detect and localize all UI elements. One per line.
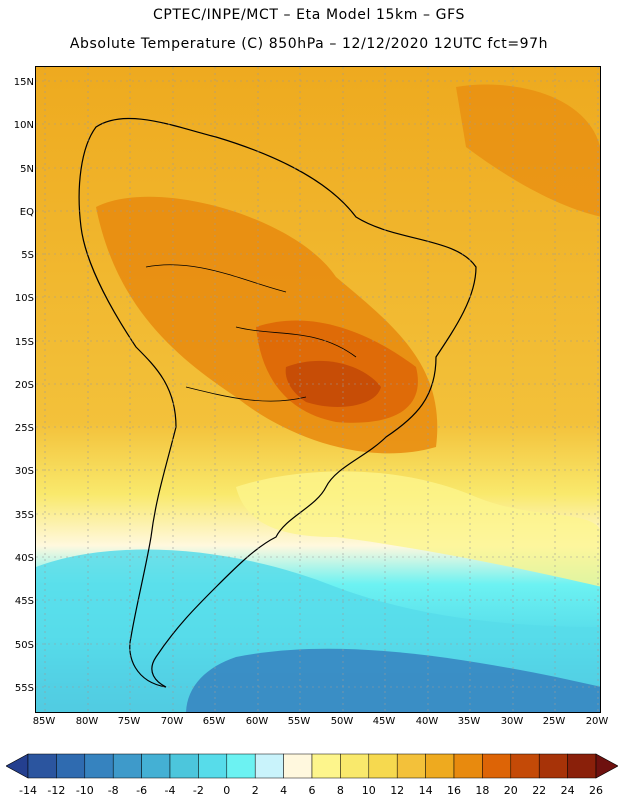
lon-label: 40W bbox=[415, 716, 439, 727]
colorbar-swatch bbox=[396, 753, 426, 779]
colorbar-label: 18 bbox=[475, 784, 490, 797]
colorbar-swatch bbox=[254, 753, 284, 779]
lon-label: 60W bbox=[245, 716, 269, 727]
colorbar-swatch bbox=[340, 753, 370, 779]
colorbar-label: -10 bbox=[75, 784, 94, 797]
colorbar-swatch bbox=[226, 753, 256, 779]
colorbar-label: 0 bbox=[223, 784, 231, 797]
colorbar-swatch bbox=[482, 753, 512, 779]
colorbar-label: 4 bbox=[280, 784, 288, 797]
colorbar-label: -6 bbox=[136, 784, 148, 797]
map-canvas bbox=[36, 67, 600, 712]
lon-label: 65W bbox=[202, 716, 226, 727]
lon-label: 20W bbox=[585, 716, 609, 727]
lat-label: 40S bbox=[14, 553, 34, 564]
lat-label: 55S bbox=[14, 683, 34, 694]
colorbar-swatch bbox=[538, 753, 568, 779]
lon-label: 35W bbox=[457, 716, 481, 727]
lon-label: 85W bbox=[32, 716, 56, 727]
colorbar-swatch bbox=[510, 753, 540, 779]
colorbar-label: 28 bbox=[612, 784, 618, 797]
colorbar-arrow-high bbox=[595, 753, 618, 779]
lon-label: 55W bbox=[287, 716, 311, 727]
lon-label: 30W bbox=[500, 716, 524, 727]
map-title: CPTEC/INPE/MCT – Eta Model 15km – GFS bbox=[152, 7, 466, 23]
lat-label: 10S bbox=[14, 293, 34, 304]
colorbar-label: 20 bbox=[503, 784, 518, 797]
colorbar-label: -8 bbox=[107, 784, 119, 797]
lat-label: 20S bbox=[14, 380, 34, 391]
colorbar bbox=[6, 753, 618, 779]
colorbar-swatch bbox=[27, 753, 57, 779]
colorbar-swatch bbox=[283, 753, 313, 779]
mild-band bbox=[236, 471, 600, 587]
colorbar-swatch bbox=[141, 753, 171, 779]
colorbar-arrow-low bbox=[6, 753, 29, 779]
lon-label: 25W bbox=[542, 716, 566, 727]
temperature-map bbox=[35, 66, 601, 713]
colorbar-swatch bbox=[567, 753, 597, 779]
colorbar-swatch bbox=[169, 753, 199, 779]
hottest-core bbox=[285, 360, 381, 407]
lon-label: 50W bbox=[330, 716, 354, 727]
lat-lon-grid bbox=[36, 67, 600, 712]
lat-label: 5S bbox=[21, 250, 34, 261]
colorbar-swatch bbox=[311, 753, 341, 779]
colorbar-label: 22 bbox=[532, 784, 547, 797]
lat-label: 10N bbox=[13, 120, 34, 131]
lat-label: 45S bbox=[14, 596, 34, 607]
colorbar-label: -12 bbox=[47, 784, 66, 797]
colorbar-label: 12 bbox=[390, 784, 405, 797]
colorbar-swatch bbox=[84, 753, 114, 779]
cold-core bbox=[186, 648, 600, 712]
lon-label: 45W bbox=[372, 716, 396, 727]
colorbar-swatch bbox=[368, 753, 398, 779]
colorbar-label: 2 bbox=[251, 784, 259, 797]
lat-label: 30S bbox=[14, 466, 34, 477]
colorbar-label: -2 bbox=[192, 784, 204, 797]
colorbar-label: 8 bbox=[336, 784, 344, 797]
colorbar-label: -4 bbox=[164, 784, 176, 797]
colorbar-swatch bbox=[198, 753, 228, 779]
lat-label: EQ bbox=[19, 207, 34, 218]
continent-outline bbox=[78, 117, 477, 688]
colorbar-label: 24 bbox=[560, 784, 575, 797]
colorbar-label: 10 bbox=[361, 784, 376, 797]
lat-label: 15S bbox=[14, 337, 34, 348]
colorbar-swatch bbox=[425, 753, 455, 779]
colorbar-label: 6 bbox=[308, 784, 316, 797]
colorbar-swatch bbox=[453, 753, 483, 779]
colorbar-swatch bbox=[112, 753, 142, 779]
lon-label: 75W bbox=[117, 716, 141, 727]
colorbar-label: -14 bbox=[19, 784, 37, 797]
colorbar-label: 14 bbox=[418, 784, 433, 797]
country-borders bbox=[145, 264, 357, 402]
colorbar-label: 26 bbox=[589, 784, 603, 797]
lat-label: 15N bbox=[13, 77, 34, 88]
lon-label: 70W bbox=[160, 716, 184, 727]
lat-label: 5N bbox=[20, 164, 34, 175]
lat-label: 50S bbox=[14, 640, 34, 651]
colorbar-swatch bbox=[56, 753, 86, 779]
warm-atlantic bbox=[456, 84, 600, 217]
map-subtitle: Absolute Temperature (C) 850hPa – 12/12/… bbox=[69, 36, 549, 52]
lat-label: 25S bbox=[14, 423, 34, 434]
lat-label: 35S bbox=[14, 510, 34, 521]
lon-label: 80W bbox=[75, 716, 99, 727]
colorbar-label: 16 bbox=[447, 784, 461, 797]
